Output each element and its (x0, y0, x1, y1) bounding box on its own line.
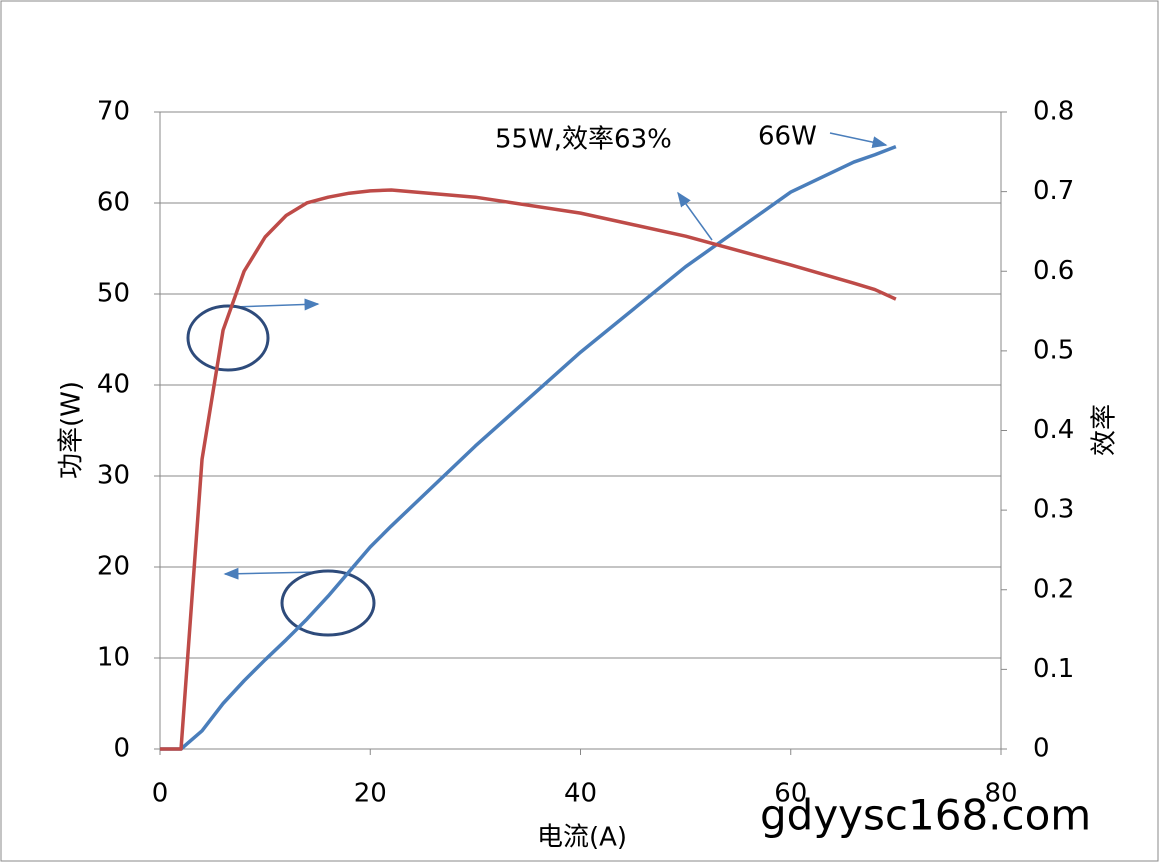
annotation: 66W (758, 122, 817, 152)
x-tick-label: 20 (354, 779, 387, 809)
y2-tick-label: 0.8 (1033, 97, 1074, 127)
x-tick-label: 40 (564, 779, 597, 809)
y2-tick-label: 0.4 (1033, 415, 1074, 445)
x-axis-title: 电流(A) (537, 823, 627, 853)
series-line (160, 188, 897, 751)
annotation: 55W,效率63% (495, 125, 672, 155)
y2-tick-label: 0.2 (1033, 574, 1074, 604)
y-tick-label: 70 (97, 97, 130, 127)
y2-tick-label: 0.6 (1033, 256, 1074, 286)
series-line (160, 144, 897, 751)
y-tick-label: 20 (97, 552, 130, 582)
y2-tick-label: 0.7 (1033, 176, 1074, 206)
x-tick-label: 60 (774, 779, 807, 809)
x-tick-label: 80 (984, 779, 1017, 809)
y-tick-label: 30 (97, 461, 130, 491)
y-axis-title: 功率(W) (57, 381, 87, 479)
plot (160, 144, 897, 751)
y-tick-label: 40 (97, 370, 130, 400)
highlight-ellipses (186, 304, 376, 637)
y2-tick-label: 0.3 (1033, 495, 1074, 525)
y2-axis-title: 效率 (1090, 404, 1120, 456)
y-tick-label: 60 (97, 188, 130, 218)
watermark: gdyysc168.com (760, 791, 1091, 840)
y-tick-label: 50 (97, 279, 130, 309)
y-tick-label: 10 (97, 643, 130, 673)
annotation-arrows (223, 132, 888, 580)
y2-tick-label: 0.1 (1033, 654, 1074, 684)
y-tick-label: 0 (113, 734, 130, 764)
x-tick-label: 0 (152, 779, 169, 809)
y2-tick-label: 0.5 (1033, 335, 1074, 365)
y2-tick-label: 0 (1033, 734, 1050, 764)
